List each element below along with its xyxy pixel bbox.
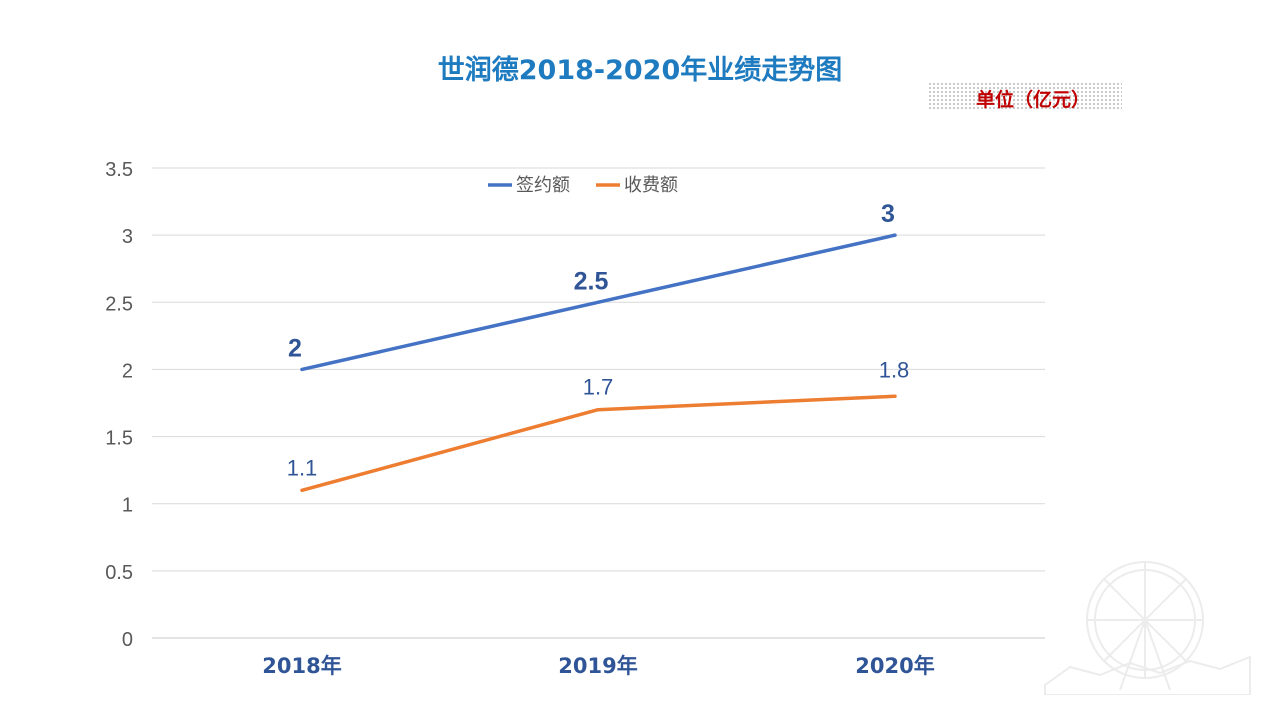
x-tick-label: 2020年	[855, 654, 934, 678]
y-tick-label: 3	[122, 226, 133, 248]
data-label: 3	[881, 200, 895, 228]
data-label: 1.7	[583, 375, 614, 400]
data-label: 2.5	[574, 267, 609, 295]
data-label: 1.8	[879, 357, 910, 382]
legend-label: 签约额	[516, 175, 570, 196]
unit-label: 单位（亿元）	[976, 89, 1091, 111]
ferris-wheel-watermark	[1044, 561, 1251, 695]
y-tick-label: 2	[122, 360, 133, 382]
y-tick-label: 3.5	[105, 159, 133, 181]
x-tick-label: 2018年	[262, 654, 341, 678]
unit-label-background	[928, 82, 1122, 110]
legend-label: 收费额	[624, 175, 678, 196]
y-tick-label: 2.5	[105, 293, 133, 315]
x-tick-label: 2019年	[558, 654, 637, 678]
series-line-1	[300, 233, 897, 372]
data-label: 2	[288, 334, 302, 362]
y-tick-label: 1.5	[105, 428, 133, 450]
data-label: 1.1	[287, 455, 318, 480]
chart-title: 世润德2018-2020年业绩走势图	[437, 55, 843, 86]
y-tick-label: 0	[122, 629, 133, 651]
y-tick-label: 0.5	[105, 562, 133, 584]
y-tick-label: 1	[122, 495, 133, 517]
series-line-2	[300, 394, 897, 493]
